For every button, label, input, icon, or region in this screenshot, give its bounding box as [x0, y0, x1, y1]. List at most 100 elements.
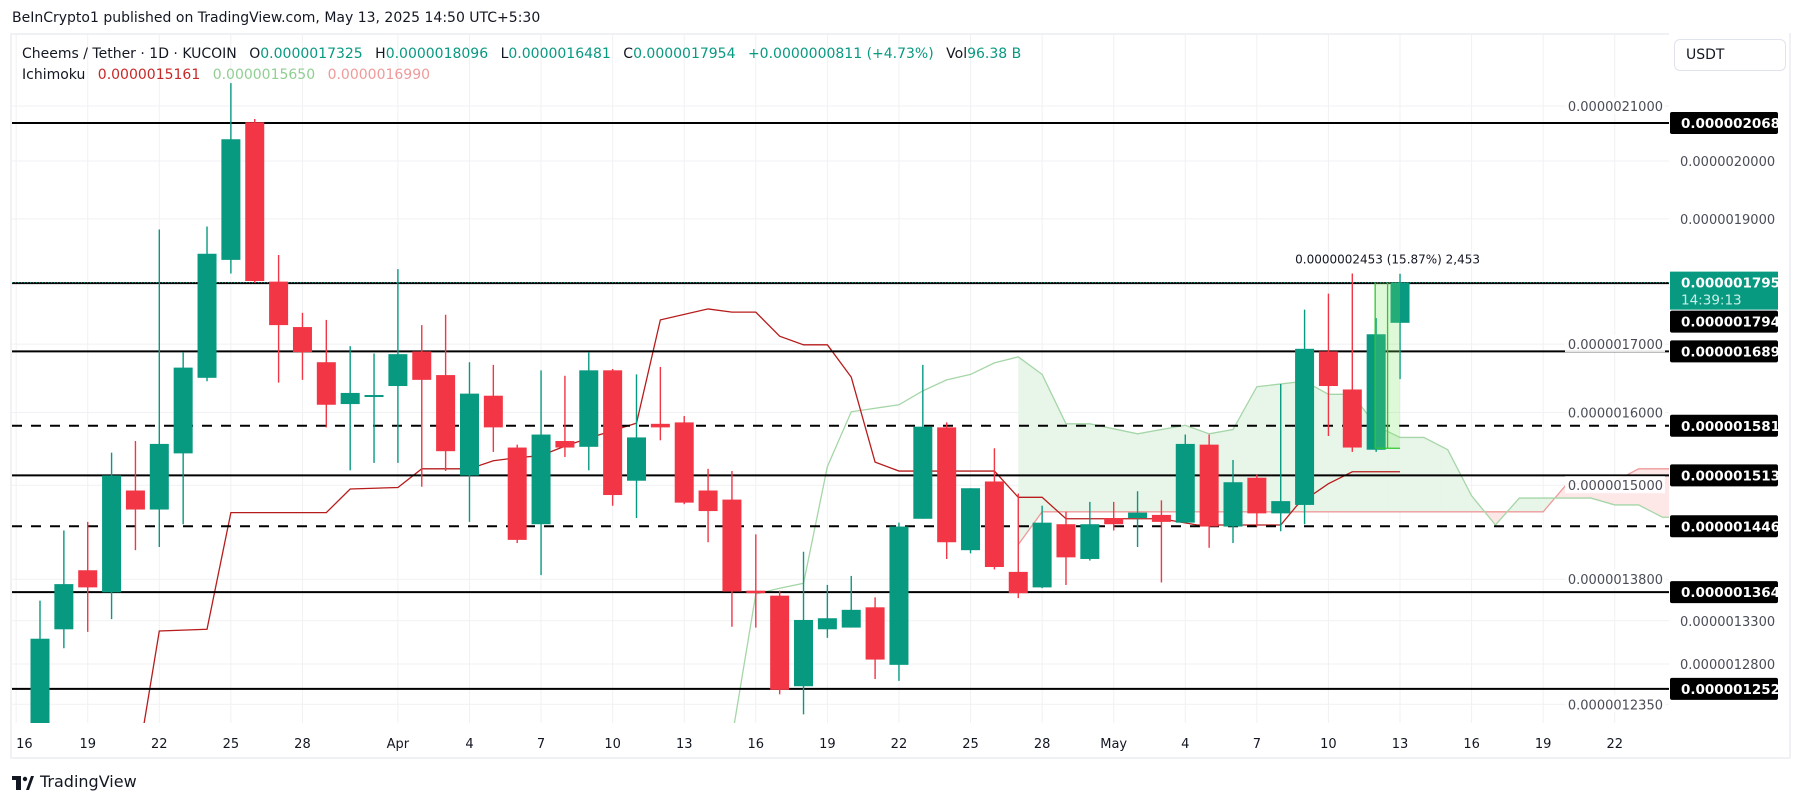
date-tick-label[interactable]: May	[1100, 737, 1127, 752]
candle-down	[770, 595, 790, 690]
candle-up	[1032, 522, 1052, 588]
cloud-segment	[1495, 511, 1502, 525]
level-price-badge[interactable]	[1670, 515, 1778, 538]
candle-up	[340, 392, 360, 405]
candle-up	[1128, 512, 1148, 519]
cloud-segment	[1537, 498, 1544, 512]
candle-up	[1223, 482, 1243, 527]
price-tick-label[interactable]: 0.0000013800	[1568, 573, 1663, 588]
candle-up	[579, 370, 599, 447]
candle-down	[269, 281, 289, 326]
current-price-value: 0.0000017954	[1681, 276, 1789, 292]
cloud-segment	[1119, 430, 1127, 512]
price-tick-label[interactable]: 0.0000012350	[1568, 698, 1663, 713]
date-tick-label[interactable]: 19	[79, 737, 96, 752]
price-tick-label[interactable]: 0.0000017000	[1568, 338, 1663, 353]
date-tick-label[interactable]: 13	[1392, 737, 1409, 752]
date-tick-label[interactable]: 7	[1253, 737, 1261, 752]
level-price-label: 0.0000016892	[1681, 344, 1789, 360]
cloud-segment	[1036, 369, 1043, 520]
date-tick-label[interactable]: 10	[1320, 737, 1337, 752]
candle-up	[817, 618, 837, 630]
price-tick-label[interactable]: 0.0000012800	[1680, 658, 1775, 673]
price-tick-label[interactable]: 0.0000020000	[1680, 155, 1775, 170]
level-price-badge[interactable]	[1670, 340, 1778, 363]
candle-down	[603, 370, 623, 496]
candles	[30, 83, 1410, 723]
cloud-segment	[1274, 383, 1282, 512]
candle-up	[459, 393, 479, 476]
date-tick-label[interactable]: 28	[294, 737, 311, 752]
price-axis[interactable]: 0.0000021000 0.0000020000 0.0000019000 0.00…	[1565, 33, 1789, 723]
cloud-segment	[1042, 374, 1049, 512]
cloud-segment	[1095, 425, 1103, 512]
date-tick-label[interactable]: Apr	[387, 737, 410, 752]
open-value: 0.0000017325	[260, 46, 363, 62]
date-tick-label[interactable]: 4	[465, 737, 473, 752]
candle-up	[102, 475, 122, 593]
level-price-badge[interactable]	[1670, 310, 1778, 333]
date-tick-label[interactable]: 22	[1606, 737, 1623, 752]
price-tick-label[interactable]: 0.0000019000	[1680, 213, 1775, 228]
candle-up	[221, 139, 241, 260]
date-tick-label[interactable]: 16	[1463, 737, 1480, 752]
level-price-label: 0.0000017947	[1681, 315, 1789, 331]
current-price-badge[interactable]	[1670, 271, 1778, 310]
date-tick-label[interactable]: 13	[676, 737, 693, 752]
price-tick-label[interactable]: 0.0000016000	[1568, 406, 1663, 421]
cloud-segment	[1280, 383, 1288, 512]
level-price-label: 0.0000013643	[1681, 585, 1789, 601]
level-price-badge[interactable]	[1670, 464, 1778, 487]
level-price-badge[interactable]	[1670, 112, 1778, 134]
symbol-title[interactable]: Cheems / Tether · 1D · KUCOIN	[22, 46, 237, 62]
candle-up	[841, 609, 861, 628]
candle-up	[961, 488, 981, 551]
price-axis-background	[1669, 33, 1789, 723]
footer-brand[interactable]: TradingView	[12, 772, 137, 791]
price-tick-label[interactable]: 0.0000013300	[1680, 615, 1775, 630]
cloud-segment	[1065, 423, 1073, 512]
date-tick-label[interactable]: 10	[604, 737, 621, 752]
price-tick-label[interactable]: 0.0000015000	[1568, 479, 1663, 494]
date-tick-label[interactable]: 22	[891, 737, 908, 752]
date-tick-label[interactable]: 22	[151, 737, 168, 752]
date-tick-label[interactable]: 25	[962, 737, 979, 752]
date-tick-label[interactable]: 7	[537, 737, 545, 752]
cloud-segment	[1525, 498, 1532, 512]
currency-button[interactable]: USDT	[1674, 39, 1786, 71]
date-tick-label[interactable]: 4	[1181, 737, 1189, 752]
symbol-legend-row: Cheems / Tether · 1D · KUCOIN O0.0000017…	[22, 44, 1021, 65]
candle-up	[1080, 524, 1100, 559]
level-price-badge[interactable]	[1670, 677, 1778, 700]
candle-down	[292, 327, 312, 353]
cloud-segment	[1453, 461, 1461, 512]
cloud-segment	[1131, 432, 1139, 512]
date-tick-label[interactable]: 28	[1034, 737, 1051, 752]
level-price-badge[interactable]	[1670, 581, 1778, 604]
time-axis[interactable]: 16 19 22 25 28 Apr 4 7 10 13 16 19 22 25 28 May 4 7 10 13 16…	[16, 737, 1623, 752]
price-tick-label[interactable]: 0.0000021000	[1568, 100, 1663, 115]
date-tick-label[interactable]: 16	[748, 737, 765, 752]
cloud-segment	[1519, 498, 1526, 512]
cloud-segment	[1394, 434, 1401, 512]
date-tick-label[interactable]: 19	[1535, 737, 1552, 752]
candle-up	[889, 526, 909, 665]
candle-down	[1318, 351, 1338, 387]
candle-up	[531, 434, 551, 525]
tradingview-logo-icon	[12, 775, 34, 790]
indicator-title[interactable]: Ichimoku	[22, 67, 86, 83]
volume-label: Vol	[946, 46, 968, 62]
date-tick-label[interactable]: 25	[223, 737, 240, 752]
level-price-label: 0.0000014463	[1681, 519, 1789, 535]
high-value: 0.0000018096	[385, 46, 489, 62]
cloud-segment	[1077, 423, 1085, 512]
measure-tool[interactable]: 0.0000002453 (15.87%) 2,453	[1295, 253, 1480, 449]
price-tick-label-backing	[1565, 97, 1665, 115]
cloud-segment	[1435, 443, 1443, 512]
level-price-badge[interactable]	[1670, 414, 1778, 437]
date-tick-label[interactable]: 16	[16, 737, 33, 752]
candle-down	[78, 570, 98, 588]
candle-up	[1366, 334, 1386, 450]
date-tick-label[interactable]: 19	[819, 737, 836, 752]
